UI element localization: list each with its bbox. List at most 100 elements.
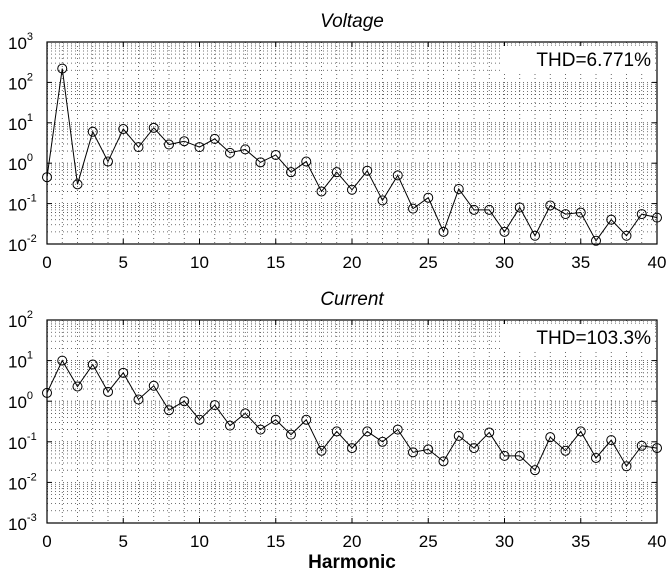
voltage-data-point	[209, 133, 220, 144]
voltage-data-point	[408, 203, 418, 214]
voltage-x-tick-label: 25	[419, 253, 438, 272]
voltage-data-point	[591, 235, 601, 246]
voltage-y-tick-label: 10-1	[8, 193, 37, 215]
voltage-data-point	[118, 124, 129, 135]
voltage-y-tick-label: 102	[8, 71, 33, 93]
voltage-data-point	[225, 147, 235, 158]
current-data-point	[560, 445, 571, 456]
current-y-tick-label: 10-2	[8, 471, 37, 493]
voltage-annotation-background	[503, 46, 653, 72]
voltage-data-point	[316, 186, 327, 197]
current-data-point	[133, 394, 144, 405]
voltage-data-point	[362, 165, 373, 176]
voltage-chart-title: Voltage	[320, 11, 384, 32]
current-data-point	[118, 367, 129, 378]
voltage-series-line	[46, 68, 658, 242]
current-chart-title: Current	[320, 289, 384, 310]
current-data-point	[652, 443, 662, 454]
current-data-point	[194, 414, 205, 425]
voltage-x-tick-label: 5	[119, 253, 128, 272]
voltage-x-tick-label: 30	[495, 253, 514, 272]
current-x-tick-label: 20	[343, 532, 362, 551]
current-data-point	[57, 355, 68, 366]
voltage-data-point	[301, 156, 312, 167]
voltage-x-tick-label: 15	[266, 253, 285, 272]
current-thd-annotation: THD=103.3%	[536, 328, 651, 349]
voltage-data-point	[179, 136, 190, 147]
voltage-data-point	[392, 170, 403, 181]
current-data-point	[164, 405, 174, 416]
current-data-point	[469, 443, 479, 454]
voltage-y-tick-label: 10-2	[8, 233, 37, 255]
current-y-tick-label: 101	[8, 350, 33, 372]
voltage-y-tick-label: 100	[8, 152, 33, 174]
voltage-data-point	[438, 226, 449, 237]
voltage-data-point	[377, 195, 388, 206]
current-data-point	[347, 443, 357, 454]
current-y-tick-label: 10-1	[8, 431, 37, 453]
voltage-data-point	[347, 184, 357, 195]
voltage-data-point	[652, 212, 662, 223]
current-data-point	[179, 396, 190, 407]
current-plot-area	[47, 320, 657, 523]
current-data-point	[301, 414, 312, 425]
voltage-x-tick-label: 40	[648, 253, 667, 272]
current-data-point	[423, 444, 434, 455]
current-x-tick-label: 0	[42, 532, 51, 551]
current-data-point	[240, 408, 251, 419]
current-data-point	[636, 440, 647, 451]
current-data-point	[270, 414, 281, 425]
voltage-data-point	[469, 204, 479, 215]
current-data-point	[72, 381, 83, 392]
current-data-point	[103, 386, 113, 397]
current-data-point	[316, 445, 327, 456]
current-x-tick-label: 35	[571, 532, 590, 551]
current-data-point	[209, 400, 220, 411]
voltage-y-tick-label: 103	[8, 31, 33, 53]
voltage-data-point	[560, 209, 571, 220]
current-x-tick-label: 25	[419, 532, 438, 551]
voltage-data-point	[87, 126, 98, 137]
current-x-tick-label: 30	[495, 532, 514, 551]
voltage-data-point	[57, 63, 68, 74]
voltage-x-tick-label: 10	[190, 253, 209, 272]
current-data-point	[575, 426, 586, 437]
current-data-point	[591, 452, 601, 463]
voltage-grid	[47, 42, 657, 244]
current-x-tick-label: 15	[266, 532, 285, 551]
voltage-thd-annotation: THD=6.771%	[536, 50, 651, 71]
voltage-data-point	[636, 209, 647, 220]
voltage-data-point	[72, 179, 83, 190]
current-y-tick-label: 100	[8, 390, 33, 412]
current-data-point	[377, 436, 388, 447]
current-data-point	[392, 424, 403, 435]
voltage-data-point	[42, 172, 52, 183]
current-data-point	[225, 420, 235, 431]
voltage-data-point	[499, 226, 510, 237]
current-data-point	[362, 426, 373, 437]
current-data-point	[438, 456, 449, 467]
current-y-tick-label: 102	[8, 309, 33, 331]
voltage-data-point	[133, 142, 144, 153]
voltage-plot: 0 5 10 15 20 25 30 35 40 10-2 10-1 100 101 102 103 THD=…	[8, 31, 666, 272]
current-data-point	[499, 450, 510, 461]
current-data-point	[255, 424, 266, 435]
voltage-data-point	[331, 167, 342, 178]
voltage-y-tick-label: 101	[8, 112, 33, 134]
current-data-point	[453, 430, 464, 441]
current-data-point	[484, 427, 495, 438]
current-y-tick-label: 10-3	[8, 512, 37, 534]
voltage-data-point	[530, 230, 540, 241]
voltage-x-tick-label: 35	[571, 253, 590, 272]
voltage-data-point	[545, 200, 556, 211]
voltage-data-point	[423, 192, 434, 203]
current-data-point	[545, 432, 556, 443]
current-data-point	[514, 450, 525, 461]
voltage-data-point	[453, 183, 464, 194]
current-x-tick-label: 40	[648, 532, 667, 551]
voltage-data-point	[194, 142, 205, 153]
current-data-point	[331, 426, 342, 437]
voltage-data-point	[286, 167, 296, 178]
voltage-data-point	[164, 139, 174, 150]
current-x-tick-label: 5	[119, 532, 128, 551]
